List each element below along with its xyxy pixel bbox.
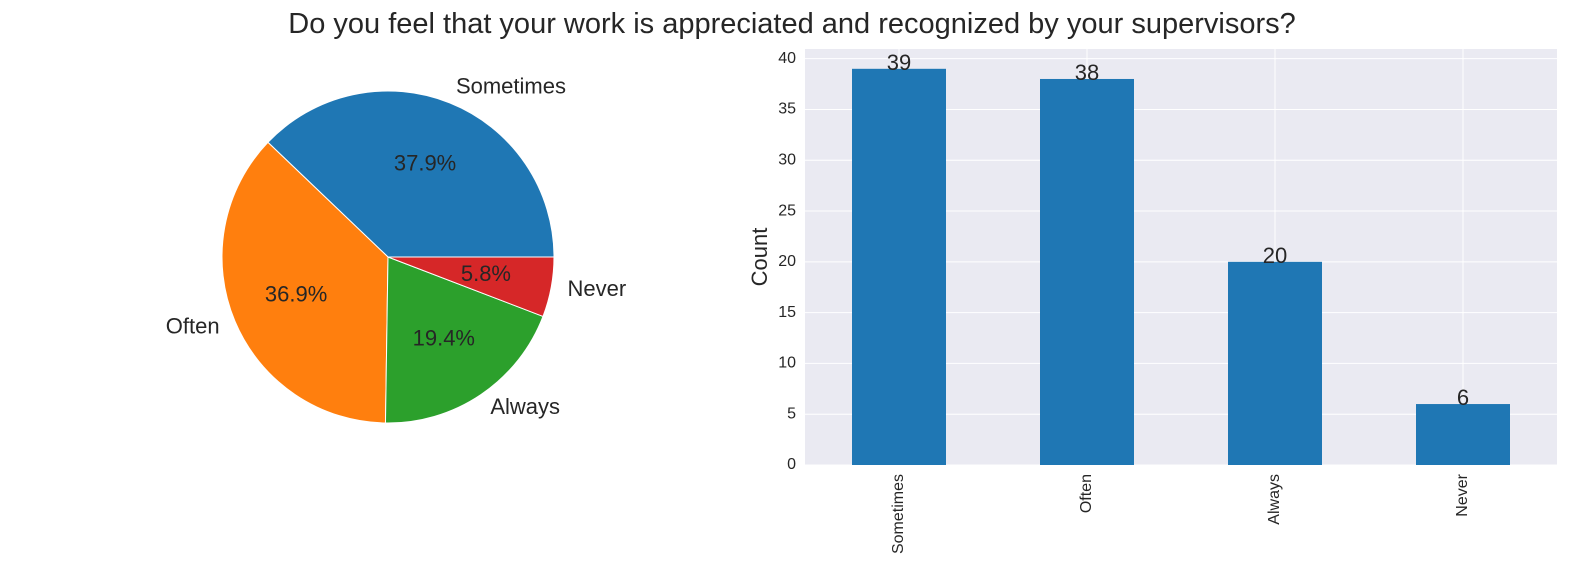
y-tick-label: 30 <box>778 151 796 168</box>
bar-value-never: 6 <box>1457 385 1469 410</box>
pie-label-never: Never <box>568 276 627 301</box>
y-tick-label: 35 <box>778 101 796 118</box>
x-tick-label-sometimes: Sometimes <box>890 474 907 554</box>
pie-slice-often <box>221 141 389 424</box>
bar-chart: 0 5 10 15 20 25 30 35 40 Count 39 Sometimes 38 Often 2… <box>747 49 1557 554</box>
y-tick-label: 15 <box>778 304 796 321</box>
pie-label-always: Always <box>490 394 560 419</box>
x-tick-label-always: Always <box>1266 474 1283 525</box>
x-tick-label-never: Never <box>1454 473 1471 516</box>
pie-percent-sometimes: 37.9% <box>394 150 456 175</box>
bar-never <box>1416 404 1510 465</box>
pie-slice-never <box>387 256 555 318</box>
pie-percent-never: 5.8% <box>461 261 511 286</box>
y-tick-label: 10 <box>778 355 796 372</box>
pie-label-sometimes: Sometimes <box>456 73 566 98</box>
pie-percent-always: 19.4% <box>413 325 475 350</box>
bar-value-often: 38 <box>1075 60 1099 85</box>
y-tick-label: 0 <box>787 456 796 473</box>
y-tick-label: 5 <box>787 405 796 422</box>
y-tick-label: 25 <box>778 202 796 219</box>
pie-slice-sometimes <box>267 90 555 258</box>
bar-sometimes <box>852 68 946 466</box>
pie-percent-often: 36.9% <box>265 281 327 306</box>
pie-chart: Sometimes 37.9% Often 36.9% Always 19.4% Never… <box>166 73 627 424</box>
x-tick-label-often: Often <box>1078 474 1095 513</box>
bar-often <box>1040 78 1134 465</box>
bar-always <box>1228 261 1322 465</box>
pie-slice-always <box>384 256 544 424</box>
bar-value-always: 20 <box>1263 243 1287 268</box>
pie-label-often: Often <box>166 313 220 338</box>
y-axis-label: Count <box>747 228 772 287</box>
y-tick-label: 20 <box>778 253 796 270</box>
figure-title: Do you feel that your work is appreciate… <box>288 8 1295 40</box>
bar-value-sometimes: 39 <box>887 50 911 75</box>
y-tick-label: 40 <box>778 50 796 67</box>
